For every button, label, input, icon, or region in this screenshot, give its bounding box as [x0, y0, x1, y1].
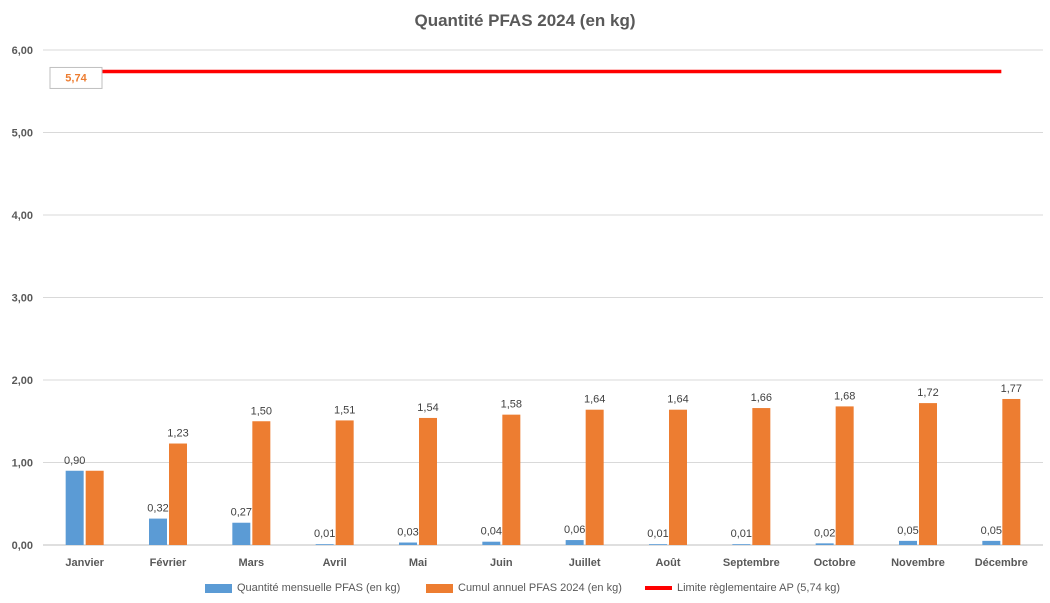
- data-label-monthly: 0,01: [314, 528, 335, 540]
- bar-monthly: [65, 470, 84, 545]
- legend: Quantité mensuelle PFAS (en kg) Cumul an…: [0, 582, 1050, 598]
- data-label-monthly: 0,02: [814, 527, 835, 539]
- data-label-monthly: 0,32: [147, 503, 168, 515]
- y-tick-label: 6,00: [12, 45, 33, 57]
- x-tick-label: Octobre: [814, 557, 856, 569]
- bar-cumulative: [419, 417, 437, 545]
- y-tick-label: 0,00: [12, 540, 33, 552]
- chart-title: Quantité PFAS 2024 (en kg): [414, 11, 636, 30]
- data-label-cumulative: 1,64: [667, 394, 688, 406]
- legend-item-limit: Limite règlementaire AP (5,74 kg): [645, 582, 840, 594]
- bar-cumulative: [835, 406, 854, 545]
- bar-cumulative: [669, 409, 687, 545]
- limit-label-box: [49, 66, 103, 89]
- bar-cumulative: [85, 470, 104, 545]
- bar-cumulative: [752, 408, 771, 545]
- x-tick-label: Mars: [238, 557, 264, 569]
- bar-monthly: [982, 540, 1001, 545]
- legend-label-limit: Limite règlementaire AP (5,74 kg): [677, 582, 841, 594]
- legend-item-monthly: Quantité mensuelle PFAS (en kg): [205, 582, 400, 594]
- bar-cumulative: [585, 409, 604, 545]
- data-label-monthly: 0,06: [564, 524, 585, 536]
- data-label-cumulative: 1,68: [834, 390, 855, 402]
- y-tick-label: 5,00: [12, 128, 33, 140]
- bar-monthly: [649, 544, 667, 545]
- x-tick-label: Avril: [323, 557, 347, 569]
- bar-monthly: [399, 542, 417, 545]
- bar-cumulative: [169, 443, 187, 545]
- data-label-cumulative: 1,23: [167, 428, 188, 440]
- data-label-cumulative: 1,64: [584, 394, 605, 406]
- x-tick-label: Février: [150, 557, 187, 569]
- bar-monthly: [565, 540, 584, 545]
- bar-monthly: [899, 540, 917, 545]
- data-label-monthly: 0,04: [481, 526, 502, 538]
- legend-swatch-monthly: [205, 583, 232, 593]
- bar-monthly: [315, 544, 334, 545]
- y-tick-label: 3,00: [12, 293, 33, 305]
- data-label-cumulative: 1,54: [417, 402, 438, 414]
- bar-monthly: [482, 541, 501, 545]
- y-tick-label: 2,00: [12, 375, 33, 387]
- limit-label: 5,74: [65, 72, 87, 84]
- legend-item-cumulative: Cumul annuel PFAS 2024 (en kg): [426, 582, 622, 594]
- x-tick-label: Janvier: [65, 557, 104, 569]
- data-label-monthly: 0,27: [231, 507, 252, 519]
- data-label-monthly: 0,90: [64, 455, 85, 467]
- legend-swatch-cumulative: [426, 583, 453, 593]
- data-label-cumulative: 1,66: [751, 392, 772, 404]
- data-label-cumulative: 1,51: [334, 404, 355, 416]
- data-label-monthly: 0,03: [397, 527, 418, 539]
- y-tick-label: 1,00: [12, 458, 33, 470]
- bar-cumulative: [1002, 398, 1021, 545]
- x-tick-label: Mai: [409, 557, 427, 569]
- x-tick-label: Juillet: [569, 557, 601, 569]
- bar-monthly: [232, 522, 251, 545]
- data-label-cumulative: 1,77: [1001, 383, 1022, 395]
- data-label-cumulative: 1,50: [251, 405, 272, 417]
- data-label-monthly: 0,05: [897, 525, 918, 537]
- bar-monthly: [732, 544, 751, 545]
- x-tick-label: Juin: [490, 557, 513, 569]
- y-tick-label: 4,00: [12, 210, 33, 222]
- bar-monthly: [815, 543, 834, 545]
- plot-area: 0,00 1,00 2,00 3,00 4,00 5,00 6,00 0,90 Janvier 0…: [12, 45, 1043, 569]
- data-label-cumulative: 1,58: [501, 399, 522, 411]
- legend-swatch-limit: [645, 586, 672, 590]
- legend-label-cumulative: Cumul annuel PFAS 2024 (en kg): [458, 582, 622, 594]
- legend-label-monthly: Quantité mensuelle PFAS (en kg): [237, 582, 401, 594]
- data-label-monthly: 0,01: [731, 528, 752, 540]
- x-tick-label: Novembre: [891, 557, 945, 569]
- x-tick-label: Septembre: [723, 557, 780, 569]
- bar-cumulative: [502, 414, 521, 545]
- x-tick-label: Décembre: [975, 557, 1028, 569]
- bar-cumulative: [919, 403, 937, 545]
- data-label-cumulative: 1,72: [917, 387, 938, 399]
- bar-cumulative: [252, 421, 271, 545]
- bar-monthly: [149, 518, 167, 545]
- data-label-monthly: 0,05: [981, 525, 1002, 537]
- bar-cumulative: [335, 420, 354, 545]
- data-label-monthly: 0,01: [647, 528, 668, 540]
- x-tick-label: Août: [655, 557, 680, 569]
